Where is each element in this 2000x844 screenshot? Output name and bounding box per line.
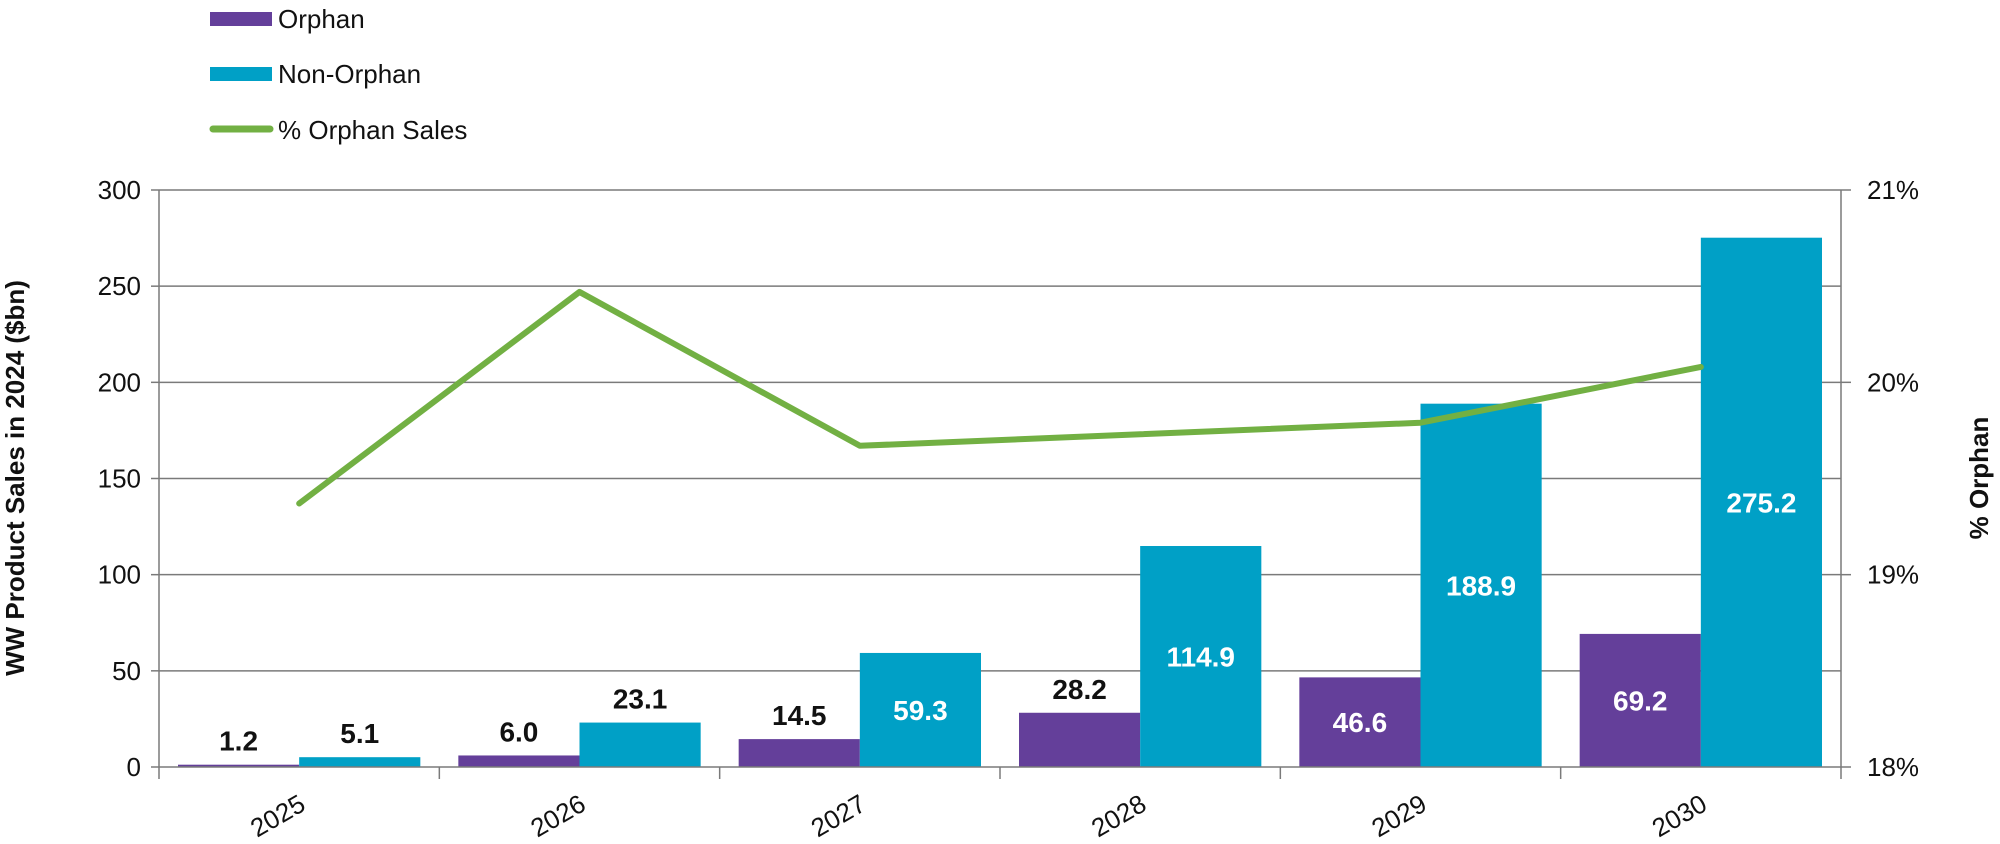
data-label-orphan: 69.2 <box>1613 685 1668 716</box>
gridlines <box>159 189 1841 672</box>
legend-label: % Orphan Sales <box>278 115 467 145</box>
x-tick-label: 2025 <box>245 788 310 843</box>
data-label-non-orphan: 188.9 <box>1446 570 1516 601</box>
y-tick-label: 100 <box>98 560 141 590</box>
x-tick-label: 2028 <box>1086 788 1151 843</box>
y2-tick-label: 19% <box>1867 560 1919 590</box>
x-tick-label: 2027 <box>806 788 871 843</box>
x-tick-label: 2029 <box>1366 788 1431 843</box>
data-label-orphan: 28.2 <box>1052 674 1107 705</box>
legend-swatch-non-orphan <box>210 67 272 81</box>
data-label-orphan: 14.5 <box>772 700 827 731</box>
y2-tick-label: 21% <box>1867 175 1919 205</box>
data-label-non-orphan: 275.2 <box>1726 487 1796 518</box>
y-tick-label: 200 <box>98 367 141 397</box>
bar-non-orphan <box>1140 546 1262 767</box>
bar-non-orphan <box>1420 403 1542 767</box>
legend: Orphan Non-Orphan % Orphan Sales <box>209 4 467 145</box>
bar-orphan <box>1299 677 1421 767</box>
bar-non-orphan <box>1700 237 1822 767</box>
data-label-orphan: 1.2 <box>219 726 258 757</box>
bar-non-orphan <box>579 722 701 767</box>
y-tick-label: 0 <box>127 752 141 782</box>
line-orphan-pct <box>296 288 1704 507</box>
line-series <box>296 288 1704 507</box>
bar-orphan <box>178 764 300 767</box>
data-labels: 1.2 5.1 6.0 23.1 14.5 59.3 28.2 114.9 46.6 188.9 6… <box>219 487 1796 756</box>
data-label-orphan: 6.0 <box>499 716 538 747</box>
data-label-non-orphan: 5.1 <box>340 718 379 749</box>
x-tick-label: 2026 <box>525 788 590 843</box>
data-label-non-orphan: 59.3 <box>893 695 948 726</box>
data-label-non-orphan: 23.1 <box>613 684 668 715</box>
y2-tick-label: 18% <box>1867 752 1919 782</box>
bar-non-orphan <box>859 652 981 767</box>
y-axis-title: WW Product Sales in 2024 ($bn) <box>0 280 30 676</box>
bar-orphan <box>1579 633 1701 767</box>
legend-label: Orphan <box>278 4 365 34</box>
y-tick-label: 250 <box>98 271 141 301</box>
bar-orphan <box>738 739 860 767</box>
y-tick-label: 150 <box>98 464 141 494</box>
y-tick-label: 50 <box>112 656 141 686</box>
data-label-orphan: 46.6 <box>1333 707 1388 738</box>
x-tick-label: 2030 <box>1647 788 1712 843</box>
bar-non-orphan <box>299 757 421 767</box>
bar-orphan <box>1019 712 1141 767</box>
data-label-non-orphan: 114.9 <box>1166 642 1235 673</box>
bars <box>178 237 1822 767</box>
y2-axis-title: % Orphan <box>1964 417 1994 540</box>
legend-label: Non-Orphan <box>278 59 421 89</box>
legend-swatch-orphan <box>210 12 272 26</box>
y-tick-label: 300 <box>98 175 141 205</box>
y2-tick-label: 20% <box>1867 367 1919 397</box>
bar-orphan <box>458 755 580 767</box>
